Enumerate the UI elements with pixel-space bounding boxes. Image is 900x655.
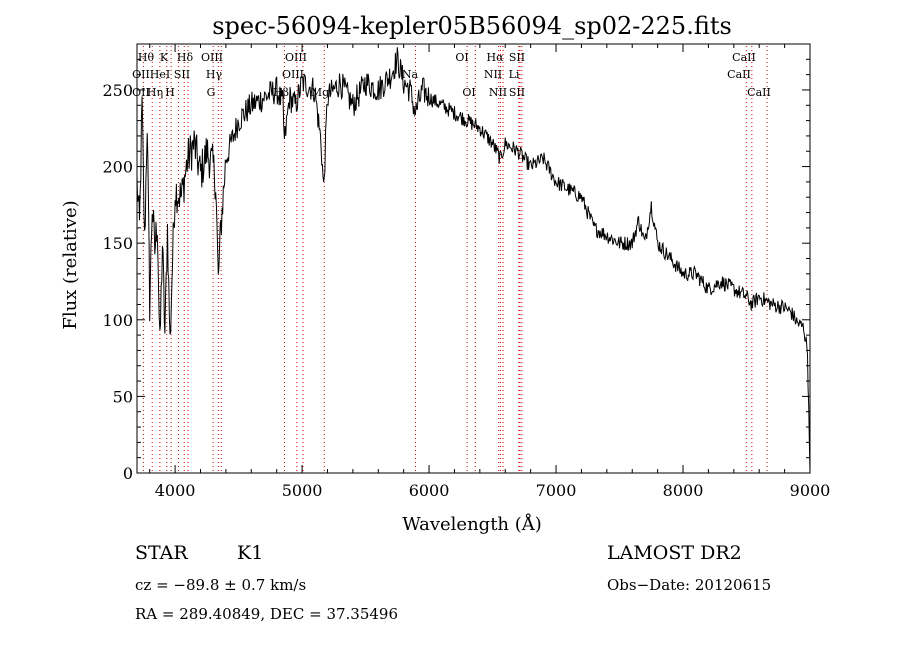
x-tick-label-1: 5000 xyxy=(282,481,323,500)
x-tick-label-2: 6000 xyxy=(409,481,450,500)
y-tick-label-2: 100 xyxy=(102,311,133,330)
redshift-cz: cz = −89.8 ± 0.7 km/s xyxy=(135,576,306,594)
line-label-0: Hθ xyxy=(138,51,155,64)
x-tick-label-4: 8000 xyxy=(663,481,704,500)
y-tick-label-1: 50 xyxy=(113,387,133,406)
x-tick-label-3: 7000 xyxy=(536,481,577,500)
line-label-2: Hδ xyxy=(177,51,194,64)
line-label-15: NII xyxy=(484,68,502,81)
y-tick-label-0: 0 xyxy=(123,464,133,483)
line-label-14: Na xyxy=(402,68,419,81)
spectrum-line xyxy=(136,47,811,474)
line-label-20: H xyxy=(165,86,175,99)
line-label-7: SII xyxy=(509,51,525,64)
line-label-25: NII xyxy=(489,86,507,99)
x-tick-label-0: 4000 xyxy=(155,481,196,500)
line-label-17: CaII xyxy=(727,68,751,81)
line-label-11: SII xyxy=(174,68,190,81)
line-label-26: SII xyxy=(509,86,525,99)
chart-title: spec-56094-kepler05B56094_sp02-225.fits xyxy=(212,12,732,40)
line-label-24: OI xyxy=(462,86,475,99)
line-label-1: K xyxy=(160,51,169,64)
object-subclass: K1 xyxy=(237,542,263,564)
y-tick-label-3: 150 xyxy=(102,234,133,253)
line-label-10: HeI xyxy=(150,68,170,81)
coordinates: RA = 289.40849, DEC = 37.35496 xyxy=(135,605,398,623)
reference-lines-group xyxy=(142,46,768,471)
line-label-4: OIII xyxy=(285,51,307,64)
observation-date: Obs−Date: 20120615 xyxy=(607,576,771,594)
line-label-3: OIII xyxy=(201,51,223,64)
y-tick-label-4: 200 xyxy=(102,158,133,177)
line-label-27: CaII xyxy=(747,86,771,99)
survey-name: LAMOST DR2 xyxy=(607,542,742,564)
line-label-5: OI xyxy=(455,51,468,64)
x-tick-label-5: 9000 xyxy=(790,481,831,500)
line-label-6: Hα xyxy=(486,51,504,64)
line-label-12: Hγ xyxy=(206,68,223,81)
line-label-8: CaII xyxy=(732,51,756,64)
line-label-16: Li xyxy=(509,68,520,81)
ticks-group: 4000 5000 6000 7000 8000 9000 0 50 100 150 200 250 xyxy=(102,44,830,500)
y-axis-label: Flux (relative) xyxy=(60,200,81,329)
object-class: STAR xyxy=(135,542,188,564)
line-label-19: Hη xyxy=(147,86,163,99)
line-label-13: OIII xyxy=(282,68,304,81)
plot-frame xyxy=(136,43,811,474)
y-tick-label-5: 250 xyxy=(102,81,133,100)
x-axis-label: Wavelength (Å) xyxy=(402,513,542,535)
line-label-21: G xyxy=(207,86,216,99)
